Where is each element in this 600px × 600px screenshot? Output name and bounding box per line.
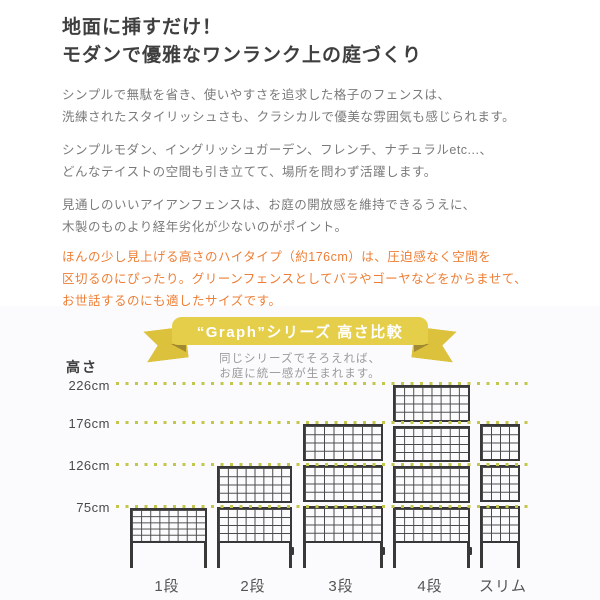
paragraph-line: 見通しのいいアイアンフェンスは、お庭の開放感を維持できるうえに、 xyxy=(62,198,476,212)
paragraph-line: 木製のものより経年劣化が少ないのがポイント。 xyxy=(62,220,348,234)
tick-226cm: 226cm xyxy=(68,378,110,393)
fence-label-1dan: 1段 xyxy=(154,578,180,595)
fence-panel xyxy=(303,506,383,543)
paragraph-line: どんなテイストの空間も引き立てて、場所を問わず活躍します。 xyxy=(62,165,437,179)
ribbon-subtitle: 同じシリーズでそろえれば、 お庭に統一感が生まれます。 xyxy=(150,352,450,382)
fence-leg xyxy=(517,543,520,568)
tick-126cm: 126cm xyxy=(68,458,110,473)
ribbon-subtitle-line2: お庭に統一感が生まれます。 xyxy=(219,368,381,380)
fence-panel xyxy=(217,506,292,543)
intro-paragraph-2: シンプルモダン、イングリッシュガーデン、フレンチ、ナチュラルetc...、 どん… xyxy=(62,139,492,183)
fence-illustration-1dan xyxy=(130,508,207,568)
highlight-line: ほんの少し見上げる高さのハイタイプ（約176cm）は、圧迫感なく空間を xyxy=(62,250,492,264)
fence-panel xyxy=(393,385,470,422)
fence-panel xyxy=(480,465,520,502)
fence-illustration-slim xyxy=(480,424,520,568)
fence-leg xyxy=(130,543,133,568)
fence-panel xyxy=(217,466,292,503)
ribbon-subtitle-line1: 同じシリーズでそろえれば、 xyxy=(219,353,381,365)
fence-leg xyxy=(380,543,383,568)
axis-title-height: 高さ xyxy=(66,359,98,375)
fence-leg xyxy=(217,543,220,568)
fence-label-slim: スリム xyxy=(478,578,527,595)
fence-panel xyxy=(393,425,470,462)
fence-panel xyxy=(130,508,207,543)
fence-label-2dan: 2段 xyxy=(240,578,266,595)
highlight-line: お世話するのにも適したサイズです。 xyxy=(62,294,282,308)
ribbon-fold-left xyxy=(171,344,186,352)
tick-176cm: 176cm xyxy=(68,416,110,431)
intro-paragraph-1: シンプルで無駄を省き、使いやすさを追求した格子のフェンスは、 洗練されたスタイリ… xyxy=(62,84,515,128)
highlight-paragraph: ほんの少し見上げる高さのハイタイプ（約176cm）は、圧迫感なく空間を 区切るの… xyxy=(62,246,527,312)
intro-paragraph-3: 見通しのいいアイアンフェンスは、お庭の開放感を維持できるうえに、 木製のものより… xyxy=(62,194,476,238)
tick-75cm: 75cm xyxy=(76,500,110,515)
fence-anchor-clip xyxy=(381,547,385,555)
fence-label-3dan: 3段 xyxy=(328,578,354,595)
fence-illustration-2dan xyxy=(217,466,294,568)
page-title-line2: モダンで優雅なワンランク上の庭づくり xyxy=(62,45,423,66)
fence-illustration-4dan xyxy=(393,385,472,568)
fence-label-4dan: 4段 xyxy=(417,578,443,595)
fence-panel xyxy=(393,466,470,503)
guide-line-226cm xyxy=(116,382,530,385)
fence-leg xyxy=(289,543,292,568)
fence-panel xyxy=(303,424,383,461)
ribbon-fold-right xyxy=(414,344,429,352)
fence-anchor-clip xyxy=(290,547,294,555)
fence-leg xyxy=(393,543,396,568)
fence-panel xyxy=(480,424,520,461)
paragraph-line: シンプルで無駄を省き、使いやすさを追求した格子のフェンスは、 xyxy=(62,88,451,102)
fence-panel xyxy=(393,506,470,543)
paragraph-line: 洗練されたスタイリッシュさも、クラシカルで優美な雰囲気も感じられます。 xyxy=(62,110,516,124)
fence-leg xyxy=(204,543,207,568)
fence-leg xyxy=(480,543,483,568)
fence-panel xyxy=(480,506,520,543)
highlight-line: 区切るのにぴったり。グリーンフェンスとしてバラやゴーヤなどをからませて、 xyxy=(62,272,528,286)
guide-line-75cm xyxy=(116,505,530,508)
fence-leg xyxy=(467,543,470,568)
page-title-line1: 地面に挿すだけ！ xyxy=(62,17,223,38)
guide-line-126cm xyxy=(116,463,530,466)
fence-anchor-clip xyxy=(468,547,472,555)
guide-line-176cm xyxy=(116,421,530,424)
fence-panel xyxy=(303,465,383,502)
fence-leg xyxy=(303,543,306,568)
page-title: 地面に挿すだけ！ モダンで優雅なワンランク上の庭づくり xyxy=(62,14,422,70)
ribbon-banner: “Graph”シリーズ 高さ比較 xyxy=(172,317,428,345)
ribbon-title: “Graph”シリーズ 高さ比較 xyxy=(196,323,404,341)
fence-illustration-3dan xyxy=(303,424,385,568)
paragraph-line: シンプルモダン、イングリッシュガーデン、フレンチ、ナチュラルetc...、 xyxy=(62,143,493,157)
